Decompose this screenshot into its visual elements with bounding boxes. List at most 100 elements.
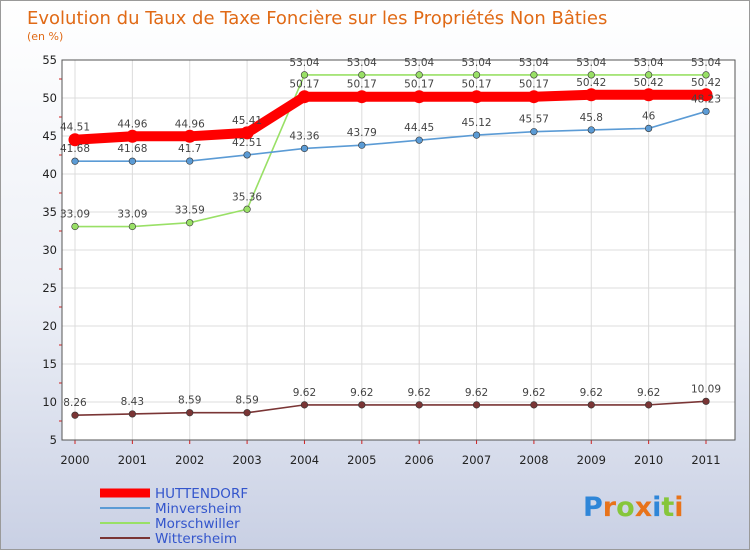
- logo-letter: i: [674, 492, 683, 523]
- legend: HUTTENDORFMinversheimMorschwillerWitters…: [100, 486, 248, 547]
- data-point: [300, 71, 309, 79]
- legend-label-wittersheim: Wittersheim: [155, 531, 237, 547]
- data-label: 53.04: [634, 57, 664, 69]
- data-point: [587, 126, 595, 134]
- logo-letter: t: [661, 492, 674, 523]
- data-label: 53.04: [519, 57, 549, 69]
- data-point: [530, 71, 538, 79]
- data-label: 9.62: [407, 387, 430, 399]
- data-label: 53.04: [462, 57, 492, 69]
- data-point: [71, 157, 79, 165]
- data-point: [702, 71, 710, 79]
- data-label: 9.62: [293, 387, 316, 399]
- data-label: 41.68: [117, 143, 147, 155]
- data-label: 50.42: [634, 77, 664, 89]
- data-label: 44.96: [175, 118, 205, 130]
- data-label: 41.7: [178, 143, 201, 155]
- data-label: 50.17: [289, 79, 319, 91]
- y-tick-label: 20: [42, 319, 57, 333]
- data-label: 53.04: [691, 57, 721, 69]
- x-tick-label: 2008: [519, 453, 548, 467]
- data-label: 8.59: [178, 395, 201, 407]
- data-point: [699, 88, 713, 102]
- data-label: 45.8: [580, 112, 603, 124]
- y-tick-label: 30: [42, 243, 57, 257]
- data-point: [358, 71, 366, 79]
- x-tick-label: 2005: [347, 453, 376, 467]
- data-point: [358, 141, 366, 149]
- y-tick-label: 50: [42, 91, 57, 105]
- data-label: 9.62: [637, 387, 660, 399]
- data-point: [300, 144, 309, 153]
- data-label: 9.62: [465, 387, 488, 399]
- data-point: [587, 71, 595, 79]
- data-label: 46: [642, 110, 656, 122]
- data-point: [186, 157, 194, 165]
- y-tick-label: 35: [42, 205, 57, 219]
- data-label: 48.23: [691, 93, 721, 105]
- data-point: [645, 401, 653, 409]
- data-point: [642, 88, 656, 102]
- x-tick-label: 2010: [634, 453, 663, 467]
- data-point: [125, 129, 139, 143]
- data-point: [300, 401, 309, 409]
- data-point: [71, 411, 79, 419]
- logo-letter: r: [603, 492, 617, 523]
- logo-letter: o: [616, 492, 635, 523]
- data-label: 50.42: [576, 77, 606, 89]
- chart-title: Evolution du Taux de Taxe Foncière sur l…: [27, 8, 607, 29]
- series-line-huttendorf: [70, 89, 711, 145]
- data-label: 9.62: [522, 387, 545, 399]
- data-label: 50.17: [462, 79, 492, 91]
- data-point: [128, 410, 136, 418]
- axis-layer: 5 10 15 20 25 30 35 40 45 50 55 2000 2001 2002 2003 200…: [42, 53, 736, 467]
- data-label: 9.62: [350, 387, 373, 399]
- x-tick-label: 2006: [405, 453, 434, 467]
- data-point: [472, 131, 481, 139]
- data-label: 53.04: [289, 57, 319, 69]
- data-point: [243, 205, 251, 213]
- data-point: [584, 88, 598, 102]
- data-label: 33.09: [60, 209, 90, 221]
- data-point: [186, 219, 194, 227]
- data-label: 44.45: [404, 122, 434, 134]
- data-label: 33.09: [117, 209, 147, 221]
- data-point: [470, 90, 484, 104]
- data-point: [645, 71, 653, 79]
- data-label: 45.12: [462, 117, 492, 129]
- data-label: 53.04: [347, 57, 377, 69]
- data-label: 42.51: [232, 137, 262, 149]
- data-label: 8.43: [121, 396, 144, 408]
- data-label: 41.68: [60, 143, 90, 155]
- data-label: 33.59: [175, 205, 205, 217]
- data-label: 50.17: [519, 79, 549, 91]
- legend-label-minversheim: Minversheim: [155, 501, 242, 517]
- series-line-minversheim: [74, 110, 707, 163]
- x-tick-label: 2001: [118, 453, 147, 467]
- y-tick-label: 55: [42, 53, 57, 67]
- data-point: [243, 151, 251, 159]
- y-axis-unit: (en %): [27, 30, 63, 43]
- data-point: [412, 90, 426, 104]
- legend-label-huttendorf: HUTTENDORF: [155, 486, 248, 502]
- x-tick-label: 2000: [60, 453, 89, 467]
- grid-layer: [62, 59, 735, 441]
- data-label: 50.42: [691, 77, 721, 89]
- data-label-layer: 44.51 44.96 44.96 45.41 50.17 50.17 50.17 50.17…: [60, 57, 721, 409]
- data-point: [587, 401, 595, 409]
- data-point: [128, 222, 136, 231]
- data-label: 53.04: [576, 57, 606, 69]
- logo-letter: i: [652, 492, 661, 523]
- data-point: [415, 71, 423, 79]
- data-label: 8.59: [235, 395, 258, 407]
- data-label: 53.04: [404, 57, 434, 69]
- data-label: 44.96: [117, 118, 147, 130]
- y-tick-label: 10: [42, 395, 57, 409]
- data-point: [128, 157, 136, 165]
- data-label: 45.41: [232, 115, 262, 127]
- y-tick-label: 25: [42, 281, 57, 295]
- data-point: [243, 409, 251, 417]
- data-label: 43.79: [347, 127, 377, 139]
- x-tick-label: 2002: [175, 453, 204, 467]
